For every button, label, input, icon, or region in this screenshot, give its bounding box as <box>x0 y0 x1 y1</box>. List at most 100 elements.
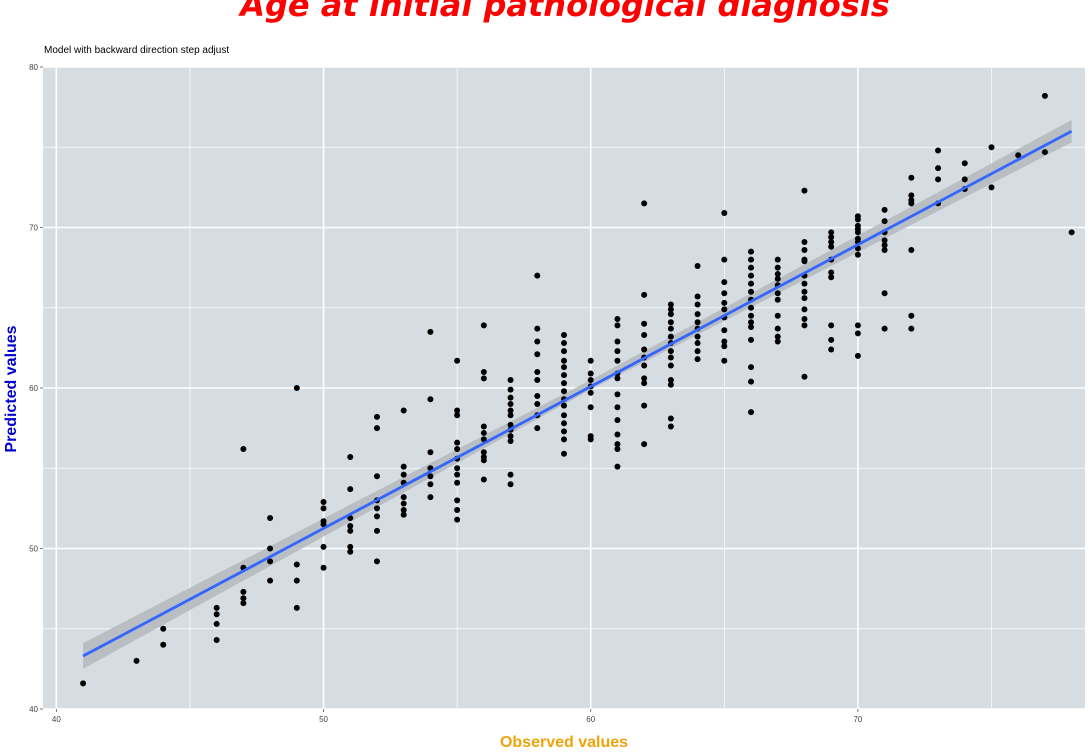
data-point <box>480 368 487 375</box>
data-point <box>587 357 594 364</box>
data-point <box>614 441 621 448</box>
data-point <box>694 293 701 300</box>
data-point <box>587 436 594 443</box>
x-tick-label: 60 <box>586 715 595 724</box>
x-ticks: 40 50 60 70 <box>52 709 863 724</box>
data-point <box>240 445 247 452</box>
data-point <box>80 680 87 687</box>
data-point <box>1041 92 1048 99</box>
data-point <box>587 370 594 377</box>
data-point <box>267 545 274 552</box>
data-point <box>908 325 915 332</box>
data-point <box>507 407 514 414</box>
data-point <box>748 336 755 343</box>
data-point <box>854 352 861 359</box>
data-point <box>400 471 407 478</box>
data-point <box>213 620 220 627</box>
data-point <box>454 412 461 419</box>
data-point <box>373 425 380 432</box>
data-point <box>748 364 755 371</box>
data-point <box>801 280 808 287</box>
data-point <box>667 381 674 388</box>
data-point <box>774 296 781 303</box>
data-point <box>534 425 541 432</box>
data-point <box>160 625 167 632</box>
data-point <box>561 428 567 435</box>
data-point <box>561 364 567 371</box>
data-point <box>614 417 621 424</box>
data-point <box>935 176 942 183</box>
data-point <box>721 256 728 263</box>
data-point <box>534 325 541 332</box>
data-point <box>454 506 461 513</box>
data-point <box>748 272 755 279</box>
data-point <box>748 264 755 271</box>
data-point <box>454 357 461 364</box>
data-point <box>667 415 674 422</box>
data-point <box>961 160 968 167</box>
data-point <box>828 322 835 329</box>
data-point <box>347 454 354 461</box>
data-point <box>988 184 995 191</box>
data-point <box>614 357 621 364</box>
data-point <box>667 311 674 318</box>
data-point <box>507 376 514 383</box>
data-point <box>534 393 541 400</box>
data-point <box>1041 149 1048 156</box>
data-point <box>801 322 808 329</box>
y-tick-label: 60 <box>29 384 38 393</box>
data-point <box>213 604 220 611</box>
data-point <box>347 523 354 530</box>
data-point <box>801 295 808 302</box>
y-tick-label: 50 <box>29 545 38 554</box>
data-point <box>667 319 674 326</box>
data-point <box>854 229 861 236</box>
data-point <box>400 494 407 501</box>
data-point <box>587 404 594 411</box>
data-point <box>961 176 968 183</box>
data-point <box>534 338 541 345</box>
data-point <box>614 338 621 345</box>
data-point <box>373 473 380 480</box>
data-point <box>748 248 755 255</box>
data-point <box>240 600 247 607</box>
data-point <box>721 279 728 286</box>
data-point <box>561 402 567 409</box>
data-point <box>240 595 247 602</box>
y-tick-label: 80 <box>29 63 38 72</box>
data-point <box>881 206 888 213</box>
data-point <box>587 376 594 383</box>
data-point <box>721 210 728 217</box>
fit-line-group <box>82 129 1073 658</box>
data-point <box>774 264 781 271</box>
data-point <box>400 500 407 507</box>
data-point <box>935 165 942 172</box>
data-point <box>373 558 380 565</box>
x-tick-label: 50 <box>319 715 328 724</box>
data-point <box>641 441 648 448</box>
data-point <box>507 433 514 440</box>
data-point <box>427 396 434 403</box>
data-point <box>641 362 648 369</box>
data-point <box>507 471 514 478</box>
data-point <box>534 368 541 375</box>
data-point <box>454 471 461 478</box>
data-point <box>801 373 808 380</box>
data-point <box>641 402 648 409</box>
data-point <box>774 312 781 319</box>
data-point <box>454 479 461 486</box>
data-point <box>881 242 888 249</box>
data-point <box>454 439 461 446</box>
data-point <box>748 324 755 331</box>
data-point <box>614 348 621 355</box>
data-point <box>721 327 728 334</box>
data-point <box>721 290 728 297</box>
data-point <box>694 319 701 326</box>
data-point <box>160 641 167 648</box>
data-point <box>561 412 567 419</box>
data-point <box>267 558 274 565</box>
data-point <box>774 271 781 278</box>
data-point <box>694 333 701 340</box>
data-point <box>801 315 808 322</box>
data-point <box>373 513 380 520</box>
